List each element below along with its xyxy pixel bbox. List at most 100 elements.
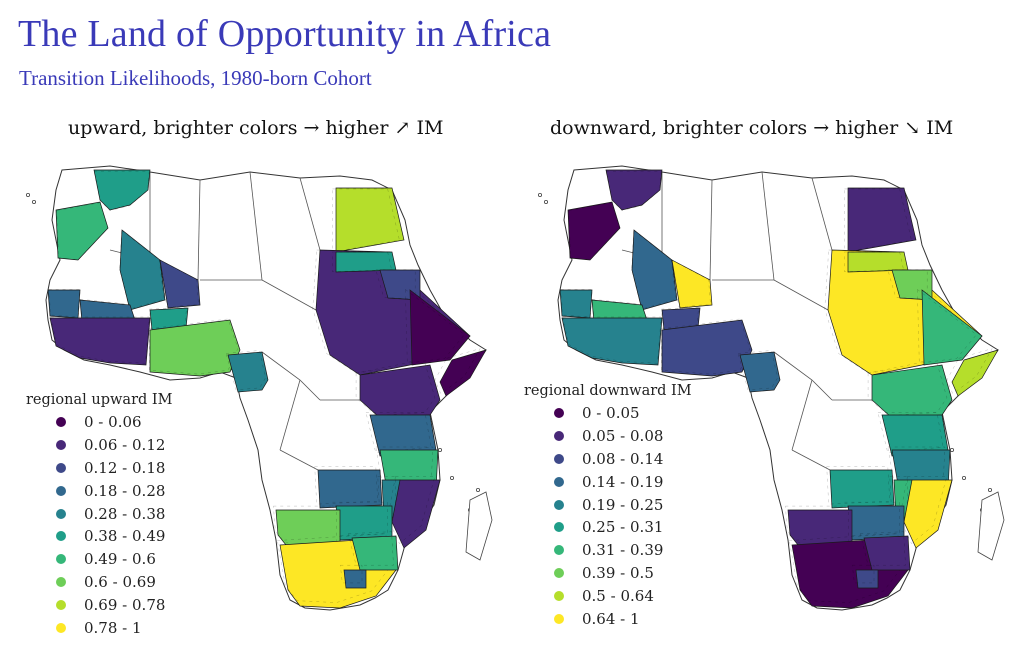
downward-legend-swatch <box>554 590 564 601</box>
district-borders <box>852 565 875 584</box>
upward-legend-label: 0 - 0.06 <box>84 413 142 432</box>
district-borders <box>844 501 900 536</box>
district-borders <box>225 350 266 391</box>
region-lesotho <box>343 569 367 589</box>
upward-legend-item: 0 - 0.06 <box>26 411 172 434</box>
district-borders <box>859 531 906 566</box>
region-zambia <box>829 469 895 509</box>
region-egypt-nile <box>335 187 405 253</box>
downward-legend-label: 0.64 - 1 <box>582 609 640 628</box>
downward-legend-item: 0.64 - 1 <box>524 607 692 630</box>
district-borders <box>332 501 388 536</box>
upward-legend-swatch <box>56 622 66 633</box>
district-borders <box>917 288 977 364</box>
downward-legend-swatch <box>554 476 564 487</box>
region-nigeria-benin <box>149 319 241 377</box>
upward-legend-label: 0.78 - 1 <box>84 618 142 637</box>
upward-legend-swatch <box>56 554 66 565</box>
island <box>537 193 542 198</box>
upward-legend-swatch <box>56 508 66 519</box>
downward-legend-swatch <box>554 545 564 556</box>
district-borders <box>568 202 621 261</box>
region-western-sahara <box>567 201 621 261</box>
island <box>987 487 992 492</box>
downward-legend-item: 0.08 - 0.14 <box>524 448 692 471</box>
district-borders <box>560 289 593 318</box>
downward-legend-label: 0.31 - 0.39 <box>582 541 664 560</box>
region-east-africa <box>359 364 441 419</box>
region-mali <box>671 259 713 309</box>
downward-map-title: downward, brighter colors → higher ↘ IM <box>550 117 954 139</box>
district-borders <box>844 188 912 253</box>
madagascar-outline <box>465 491 493 561</box>
downward-legend-item: 0.5 - 0.64 <box>524 584 692 607</box>
district-borders <box>631 229 677 310</box>
upward-legend-item: 0.18 - 0.28 <box>26 479 172 502</box>
country-border <box>249 171 263 281</box>
downward-legend-swatch <box>554 453 564 464</box>
upward-legend-swatch <box>56 576 66 587</box>
upward-legend-title: regional upward IM <box>26 392 173 408</box>
downward-map-panel: downward, brighter colors → higher ↘ IM … <box>512 0 1024 663</box>
region-west-africa <box>561 317 663 366</box>
district-borders <box>867 363 948 416</box>
district-borders <box>844 251 904 272</box>
downward-legend-swatch <box>554 408 564 419</box>
district-borders <box>340 565 363 584</box>
downward-legend-label: 0.05 - 0.08 <box>582 427 664 446</box>
region-ethiopia <box>409 289 471 366</box>
region-senegal <box>47 289 81 319</box>
region-western-sahara <box>55 201 109 261</box>
district-borders <box>946 348 993 395</box>
country-border <box>261 279 317 311</box>
country-border <box>279 379 301 451</box>
district-borders <box>80 299 135 322</box>
region-zambia <box>317 469 383 509</box>
region-mozambique <box>391 479 441 549</box>
downward-legend-label: 0.19 - 0.25 <box>582 495 664 514</box>
downward-legend-item: 0.31 - 0.39 <box>524 539 692 562</box>
district-borders <box>332 188 400 253</box>
region-horn-somalia <box>951 349 999 397</box>
district-borders <box>48 289 81 318</box>
upward-legend-label: 0.69 - 0.78 <box>84 595 166 614</box>
upward-legend-item: 0.78 - 1 <box>26 616 172 639</box>
island <box>437 447 442 452</box>
downward-legend-label: 0.14 - 0.19 <box>582 472 664 491</box>
district-borders <box>355 363 436 416</box>
downward-legend-item: 0.19 - 0.25 <box>524 493 692 516</box>
upward-legend-item: 0.38 - 0.49 <box>26 525 172 548</box>
island <box>544 200 549 205</box>
madagascar-outline <box>977 491 1005 561</box>
downward-legend-item: 0.14 - 0.19 <box>524 470 692 493</box>
country-border <box>279 449 319 471</box>
country-border <box>299 177 321 251</box>
upward-legend-swatch <box>56 531 66 542</box>
downward-legend-label: 0.39 - 0.5 <box>582 563 654 582</box>
upward-legend-item: 0.49 - 0.6 <box>26 548 172 571</box>
region-west-africa <box>49 317 151 366</box>
upward-legend-label: 0.38 - 0.49 <box>84 527 166 546</box>
downward-legend-item: 0.39 - 0.5 <box>524 562 692 585</box>
region-maghreb-morocco <box>93 169 151 211</box>
upward-legend-label: 0.6 - 0.69 <box>84 572 156 591</box>
upward-legend-label: 0.28 - 0.38 <box>84 504 166 523</box>
region-zimbabwe <box>847 505 905 541</box>
district-borders <box>737 350 778 391</box>
region-south-africa-east <box>863 535 911 571</box>
upward-legend-item: 0.12 - 0.18 <box>26 457 172 480</box>
district-borders <box>347 531 394 566</box>
region-east-africa <box>871 364 953 419</box>
downward-legend-swatch <box>554 431 564 442</box>
district-borders <box>50 316 150 364</box>
district-borders <box>405 288 465 364</box>
downward-legend-label: 0.5 - 0.64 <box>582 586 654 605</box>
region-mauritania <box>631 229 678 311</box>
island <box>961 475 966 480</box>
district-borders <box>562 316 662 364</box>
downward-choropleth-map <box>537 165 1005 611</box>
country-border <box>791 449 831 471</box>
region-mali <box>159 259 201 309</box>
region-mozambique <box>903 479 953 549</box>
downward-legend-swatch <box>554 613 564 624</box>
